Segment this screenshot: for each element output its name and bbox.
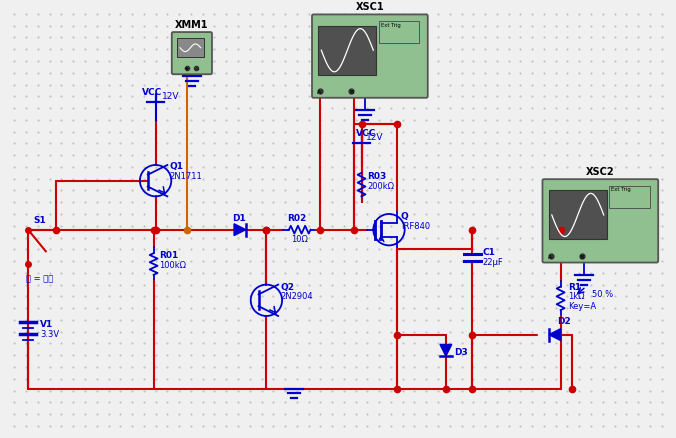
Text: 200kΩ: 200kΩ	[368, 181, 394, 190]
Text: VCC: VCC	[142, 88, 162, 97]
Text: 键 = 空格: 键 = 空格	[26, 274, 53, 283]
Text: 2N1711: 2N1711	[169, 171, 202, 180]
Text: XMM1: XMM1	[175, 20, 209, 30]
Text: R1: R1	[569, 282, 581, 291]
Bar	[549, 191, 607, 240]
Text: A: A	[548, 254, 552, 260]
Text: V1: V1	[40, 319, 53, 328]
Text: 2N2904: 2N2904	[280, 292, 313, 300]
Text: Ext Trig: Ext Trig	[381, 23, 401, 28]
Polygon shape	[549, 329, 560, 341]
Text: R01: R01	[160, 251, 178, 260]
Text: Q1: Q1	[169, 162, 183, 170]
Text: 50 %: 50 %	[592, 290, 613, 299]
Text: -: -	[197, 66, 199, 72]
Polygon shape	[234, 224, 246, 236]
Bar	[177, 39, 203, 58]
Bar	[318, 27, 377, 76]
Bar	[609, 186, 650, 208]
Text: XSC1: XSC1	[356, 2, 384, 12]
Bar	[379, 22, 420, 44]
Text: XSC2: XSC2	[586, 166, 614, 177]
Text: D3: D3	[454, 347, 468, 357]
Text: 3.3V: 3.3V	[40, 329, 59, 338]
Text: A: A	[318, 90, 322, 95]
Polygon shape	[440, 345, 452, 357]
Text: Key=A: Key=A	[569, 301, 597, 311]
Text: IRF840: IRF840	[401, 221, 430, 230]
Text: 22μF: 22μF	[482, 258, 503, 266]
FancyBboxPatch shape	[172, 33, 212, 75]
FancyBboxPatch shape	[542, 180, 658, 263]
Text: 100kΩ: 100kΩ	[160, 260, 187, 269]
Text: Q: Q	[401, 212, 408, 220]
Text: B: B	[580, 254, 584, 260]
Text: 12V: 12V	[162, 92, 179, 101]
Text: VCC: VCC	[356, 128, 376, 137]
Text: 12V: 12V	[366, 133, 384, 142]
Text: D1: D1	[232, 213, 246, 223]
Text: Q2: Q2	[280, 282, 294, 291]
Text: S1: S1	[33, 215, 46, 224]
Text: +: +	[183, 66, 189, 72]
Text: D2: D2	[557, 316, 571, 325]
Text: B: B	[349, 90, 354, 95]
Text: 1kΩ: 1kΩ	[569, 292, 585, 300]
Text: R02: R02	[287, 213, 306, 223]
Text: C1: C1	[482, 247, 495, 257]
Text: R03: R03	[368, 171, 387, 180]
Text: Ext Trig: Ext Trig	[611, 187, 631, 192]
FancyBboxPatch shape	[312, 15, 428, 99]
Text: 10Ω: 10Ω	[291, 235, 308, 244]
